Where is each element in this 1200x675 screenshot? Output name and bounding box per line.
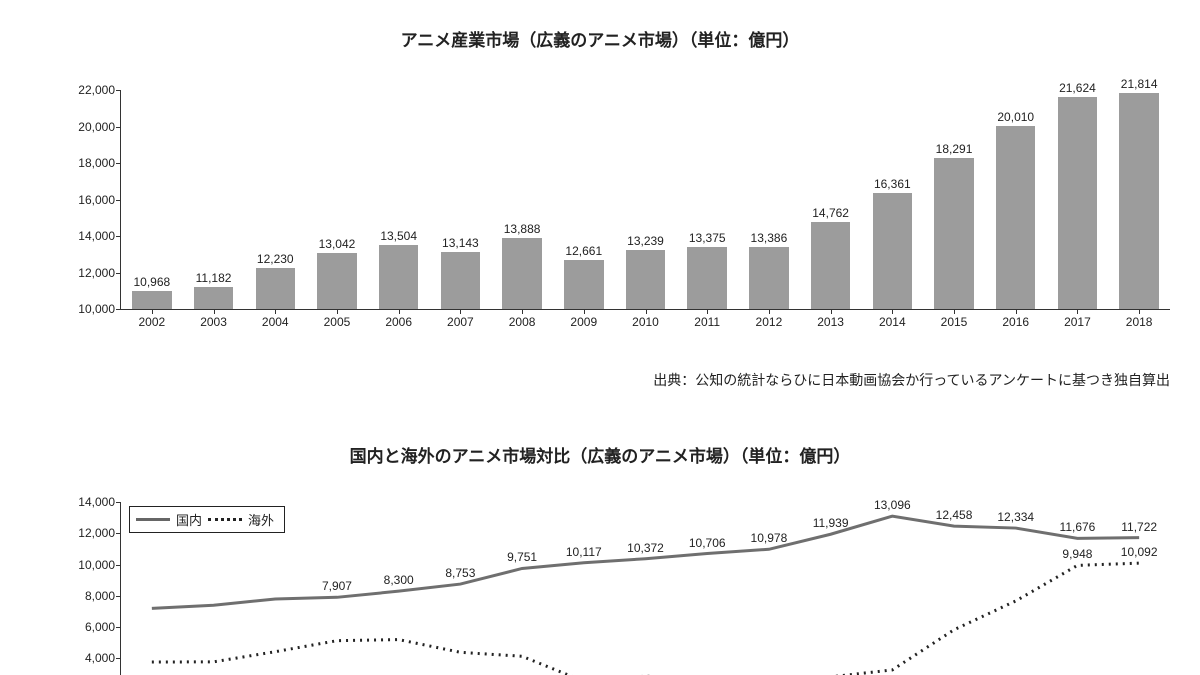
chart1-bar [256, 268, 295, 309]
chart1-ytick-label: 16,000 [78, 193, 121, 207]
chart1-bar-label: 13,042 [319, 237, 356, 253]
chart2-title: 国内と海外のアニメ市場対比（広義のアニメ市場）（単位：億円） [0, 442, 1200, 467]
chart1-bar [934, 158, 973, 309]
chart1-plot: 10,00012,00014,00016,00018,00020,00022,0… [120, 90, 1170, 310]
chart2-point-label: 11,722 [1121, 520, 1157, 534]
chart1-ytick-label: 20,000 [78, 120, 121, 134]
chart1-bar [441, 252, 480, 309]
chart1-bar [132, 291, 171, 309]
chart1-bar [317, 253, 356, 309]
chart2-point-label: 10,372 [627, 541, 664, 555]
chart2-point-label: 13,096 [874, 498, 911, 512]
chart1-ytick-label: 14,000 [78, 229, 121, 243]
chart1-bar-label: 11,182 [196, 271, 232, 287]
chart1-bar [873, 193, 912, 309]
chart1-bar-label: 16,361 [874, 177, 911, 193]
chart2-ytick-label: 14,000 [78, 495, 121, 509]
chart1-bar [502, 238, 541, 309]
chart2-series-domestic [152, 516, 1139, 608]
chart1-bar-label: 12,230 [257, 252, 294, 268]
chart2-line-layer [121, 502, 1170, 675]
chart1-area: 10,000 12,000 14,000 16,000 18,000 20,000 22,0… [70, 60, 1180, 340]
chart1-bar [626, 250, 665, 309]
chart1-bar-label: 18,291 [936, 142, 973, 158]
chart2-ytick-label: 10,000 [78, 558, 121, 572]
chart1-ytick-label: 18,000 [78, 156, 121, 170]
chart1-bar-label: 10,968 [133, 275, 170, 291]
chart2-point-label: 10,117 [566, 545, 602, 559]
chart1-bar-label: 20,010 [997, 110, 1034, 126]
chart1-bar-label: 13,239 [627, 234, 664, 250]
chart1-bar-label: 13,375 [689, 231, 726, 247]
chart2-plot: 国内 海外 02,0004,0006,0008,00010,00012,0001… [120, 502, 1170, 675]
chart1-bar-label: 12,661 [565, 244, 602, 260]
chart1-bar [811, 222, 850, 309]
chart1-bar [687, 247, 726, 309]
chart1-bar [749, 247, 788, 309]
chart2-point-label: 8,753 [445, 566, 475, 580]
chart1-bar [194, 287, 233, 309]
chart2-point-label: 11,676 [1060, 520, 1096, 534]
chart2-point-label: 10,978 [751, 531, 788, 545]
chart1-bar [1058, 97, 1097, 309]
chart1-bar [1119, 93, 1158, 309]
chart2-point-label: 12,458 [936, 508, 973, 522]
chart2-point-label: 10,092 [1121, 545, 1158, 559]
page-root: アニメ産業市場（広義のアニメ市場）（単位：億円） 10,000 12,000 14,… [0, 0, 1200, 675]
chart1-source-note: 出典：公知の統計ならひに日本動画協会か行っているアンケートに基つき独自算出 [0, 370, 1170, 390]
chart2-series-overseas [152, 563, 1139, 675]
chart1-bar-label: 13,143 [442, 236, 479, 252]
chart2-point-label: 10,706 [689, 536, 726, 550]
chart1-bar-label: 21,624 [1059, 81, 1096, 97]
chart2-ytick-label: 12,000 [78, 526, 121, 540]
chart1-ytick-label: 22,000 [78, 83, 121, 97]
chart2-point-label: 9,948 [1062, 547, 1092, 561]
chart2-point-label: 8,300 [384, 573, 414, 587]
chart1-bar-label: 13,504 [380, 229, 417, 245]
chart1-bar [564, 260, 603, 309]
chart1-ytick-label: 10,000 [78, 302, 121, 316]
chart1-ytick-label: 12,000 [78, 266, 121, 280]
chart1-bar-label: 13,888 [504, 222, 541, 238]
chart1-bar-label: 14,762 [812, 206, 849, 222]
chart1-title: アニメ産業市場（広義のアニメ市場）（単位：億円） [0, 26, 1200, 51]
chart1-bar [379, 245, 418, 309]
chart2-point-label: 9,751 [507, 550, 537, 564]
chart2-point-label: 11,939 [813, 516, 849, 530]
chart1-bar-label: 13,386 [751, 231, 788, 247]
chart1-bar [996, 126, 1035, 309]
chart2-point-label: 7,907 [322, 579, 352, 593]
chart1-bar-label: 21,814 [1121, 77, 1158, 93]
chart2-point-label: 12,334 [997, 510, 1034, 524]
chart2-area: 国内 海外 02,0004,0006,0008,00010,00012,0001… [70, 472, 1180, 675]
